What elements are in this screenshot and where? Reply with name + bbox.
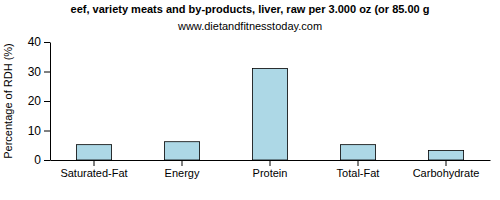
plot: 0 10 20 30 40 Saturated-Fat Energy Protein Total…	[28, 35, 491, 178]
y-tick: 10	[28, 124, 50, 138]
y-tick-mark	[44, 131, 50, 132]
y-tick-mark	[44, 101, 50, 102]
y-axis-line	[50, 43, 51, 161]
subtitle: www.dietandfitnesstoday.com	[177, 20, 322, 32]
chart: eef, variety meats and by-products, live…	[0, 0, 500, 200]
x-tick-mark	[94, 160, 95, 166]
y-tick-mark	[44, 72, 50, 73]
y-tick-label: 40	[28, 35, 42, 49]
bar	[164, 142, 199, 160]
x-tick: Energy	[165, 160, 200, 179]
x-tick-mark	[446, 160, 447, 166]
x-tick-label: Carbohydrate	[413, 167, 480, 179]
x-tick-mark	[358, 160, 359, 166]
y-tick: 20	[28, 94, 50, 108]
y-tick-label: 30	[28, 65, 42, 79]
bar	[428, 151, 463, 160]
bars	[76, 69, 463, 160]
x-tick: Protein	[253, 160, 288, 179]
bar	[76, 145, 111, 160]
bar	[340, 145, 375, 160]
x-tick-label: Total-Fat	[337, 167, 380, 179]
y-tick: 30	[28, 65, 50, 79]
y-axis: 0 10 20 30 40	[28, 35, 51, 167]
y-tick-label: 0	[34, 153, 41, 167]
x-tick: Carbohydrate	[413, 160, 480, 179]
x-axis: Saturated-Fat Energy Protein Total-Fat Carbo…	[51, 160, 491, 179]
y-tick-mark	[44, 42, 50, 43]
y-tick-label: 10	[28, 124, 42, 138]
y-tick-label: 20	[28, 94, 42, 108]
x-tick-mark	[182, 160, 183, 166]
x-tick-mark	[270, 160, 271, 166]
x-tick-label: Energy	[165, 167, 200, 179]
y-tick-mark	[44, 160, 50, 161]
x-tick: Total-Fat	[337, 160, 380, 179]
bar	[252, 69, 287, 160]
y-axis-title: Percentage of RDH (%)	[2, 43, 14, 159]
title: eef, variety meats and by-products, live…	[71, 3, 430, 15]
x-tick-label: Saturated-Fat	[60, 167, 127, 179]
y-tick: 40	[28, 35, 50, 49]
y-tick: 0	[34, 153, 50, 167]
x-tick: Saturated-Fat	[60, 160, 127, 179]
x-tick-label: Protein	[253, 167, 288, 179]
